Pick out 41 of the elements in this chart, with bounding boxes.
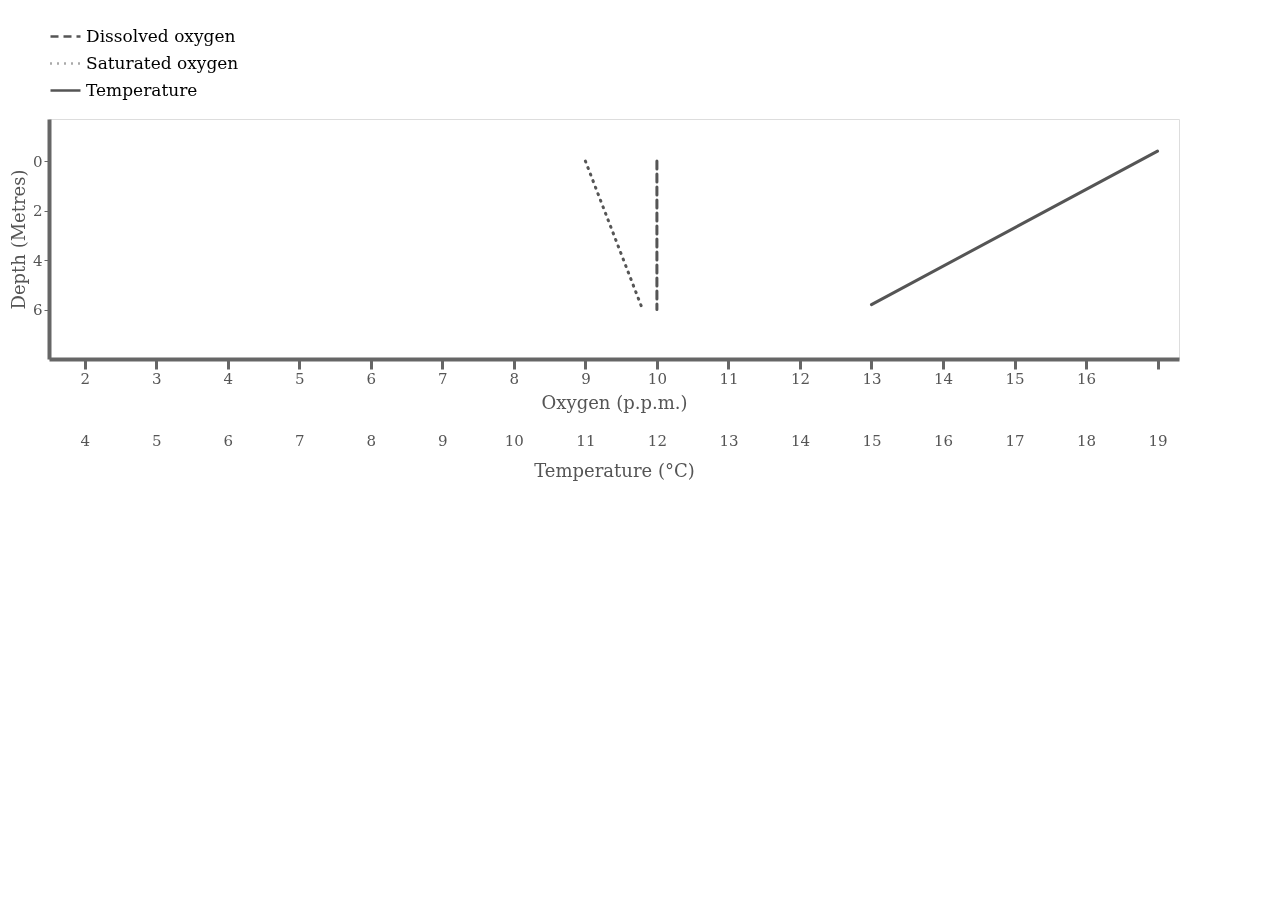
x2-tick-label: 14	[790, 431, 810, 450]
x2-tick-label: 11	[576, 431, 596, 450]
x-tick-label: 14	[933, 369, 954, 388]
x2-tick-label: 12	[647, 431, 667, 450]
y-tick-label: 6	[32, 301, 43, 320]
x2-tick-label: 5	[152, 431, 162, 450]
x-tick-label: 13	[862, 369, 882, 388]
x2-tick-label: 8	[366, 431, 377, 450]
y-axis-title: Depth (Metres)	[7, 169, 29, 310]
x2-tick-label: 9	[438, 431, 448, 450]
legend-label: Saturated oxygen	[86, 52, 239, 73]
x-tick-label: 11	[719, 369, 739, 388]
x-tick-label: 10	[647, 369, 667, 388]
legend-label: Temperature	[86, 79, 198, 100]
x2-tick-label: 10	[504, 431, 524, 450]
y-tick-label: 0	[32, 152, 43, 171]
x-tick-label: 8	[509, 369, 520, 388]
x-tick-label: 2	[80, 369, 91, 388]
x2-tick-label: 13	[719, 431, 739, 450]
x2-tick-label: 4	[80, 431, 91, 450]
x-tick-label: 16	[1076, 369, 1097, 388]
x2-tick-label: 16	[933, 431, 954, 450]
x2-tick-label: 18	[1076, 431, 1097, 450]
x-tick-label: 7	[438, 369, 448, 388]
legend-label: Dissolved oxygen	[86, 25, 236, 46]
x2-tick-label: 15	[862, 431, 882, 450]
x-tick-label: 9	[581, 369, 591, 388]
x-tick-label: 15	[1005, 369, 1025, 388]
x-tick-label: 5	[295, 369, 305, 388]
x-tick-label: 4	[223, 369, 234, 388]
x2-tick-label: 17	[1005, 431, 1025, 450]
x2-tick-label: 6	[223, 431, 234, 450]
x2-axis-title: Temperature (°C)	[534, 459, 695, 481]
x-axis-title: Oxygen (p.p.m.)	[541, 391, 688, 413]
x2-tick-label: 7	[295, 431, 305, 450]
x-tick-label: 6	[366, 369, 377, 388]
y-tick-label: 2	[32, 202, 43, 221]
y-tick-label: 4	[32, 251, 43, 270]
x-tick-label: 12	[790, 369, 810, 388]
x-tick-label: 3	[152, 369, 162, 388]
x2-tick-label: 19	[1148, 431, 1168, 450]
